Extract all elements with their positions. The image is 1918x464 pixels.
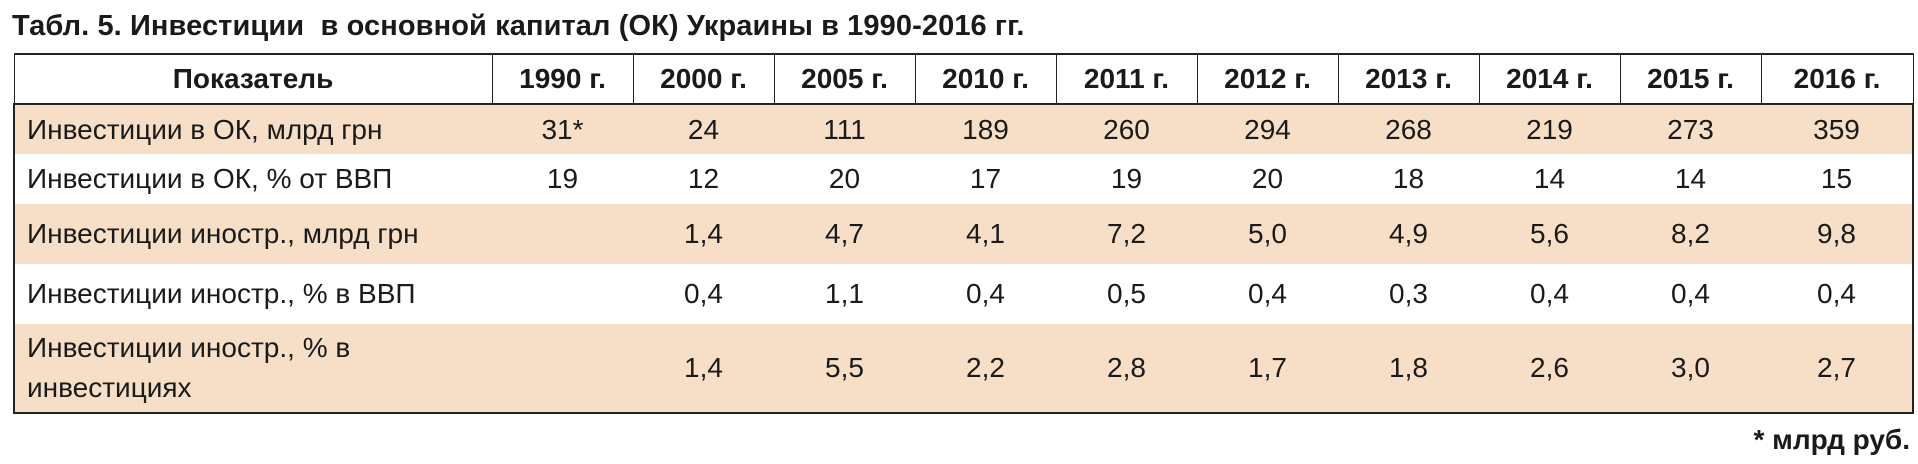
table-cell: 14	[1620, 154, 1761, 204]
header-cell-year: 2013 г.	[1337, 53, 1480, 105]
footnote: * млрд руб.	[1753, 424, 1910, 455]
table-title: Табл. 5. Инвестиции в основной капитал (…	[12, 10, 1025, 42]
table-cell: 260	[1056, 104, 1197, 154]
table-cell: 9,8	[1761, 204, 1914, 264]
table-cell: 20	[1197, 154, 1338, 204]
table-cell: 7,2	[1056, 204, 1197, 264]
row-label: Инвестиции в ОК, млрд грн	[13, 104, 492, 154]
row-label: Инвестиции в ОК, % от ВВП	[13, 154, 492, 204]
table-cell: 5,6	[1479, 204, 1620, 264]
table-cell: 12	[633, 154, 774, 204]
header-cell-year: 2000 г.	[632, 53, 775, 105]
table-row: Инвестиции в ОК, млрд грн 31* 24 111 189…	[13, 104, 1914, 154]
table-row: Инвестиции иностр., млрд грн 1,4 4,7 4,1…	[13, 204, 1914, 264]
table-cell: 4,1	[915, 204, 1056, 264]
table-cell: 0,4	[633, 264, 774, 324]
row-label: Инвестиции иностр., % в ВВП	[13, 264, 492, 324]
table-row: Инвестиции иностр., % в ВВП 0,4 1,1 0,4 …	[13, 264, 1914, 324]
table-cell: 15	[1761, 154, 1914, 204]
table-cell: 273	[1620, 104, 1761, 154]
row-label: Инвестиции иностр., % в инвестициях	[13, 324, 492, 414]
table-cell	[492, 264, 633, 324]
table-cell: 18	[1338, 154, 1479, 204]
table-cell: 2,2	[915, 324, 1056, 414]
table-cell: 189	[915, 104, 1056, 154]
table-cell: 3,0	[1620, 324, 1761, 414]
table-cell: 1,8	[1338, 324, 1479, 414]
table-cell: 2,7	[1761, 324, 1914, 414]
table-cell: 20	[774, 154, 915, 204]
header-cell-year: 1990 г.	[491, 53, 634, 105]
table-row: Инвестиции иностр., % в инвестициях 1,4 …	[13, 324, 1914, 414]
header-row: Показатель 1990 г. 2000 г. 2005 г. 2010 …	[13, 53, 1914, 105]
table-cell: 294	[1197, 104, 1338, 154]
header-cell-year: 2012 г.	[1196, 53, 1339, 105]
table-cell: 1,4	[633, 204, 774, 264]
table-cell: 0,4	[1197, 264, 1338, 324]
table-cell: 268	[1338, 104, 1479, 154]
table-cell: 4,7	[774, 204, 915, 264]
row-label: Инвестиции иностр., млрд грн	[13, 204, 492, 264]
table-cell	[492, 324, 633, 414]
table-cell: 17	[915, 154, 1056, 204]
table-cell: 111	[774, 104, 915, 154]
table-cell: 5,5	[774, 324, 915, 414]
table-cell: 31*	[492, 104, 633, 154]
table-cell: 0,4	[915, 264, 1056, 324]
table-cell: 24	[633, 104, 774, 154]
table-cell: 2,8	[1056, 324, 1197, 414]
table-cell: 219	[1479, 104, 1620, 154]
header-cell-year: 2014 г.	[1478, 53, 1621, 105]
header-cell-year: 2016 г.	[1760, 53, 1914, 105]
table-cell: 19	[492, 154, 633, 204]
table-cell	[492, 204, 633, 264]
table-cell: 0,4	[1479, 264, 1620, 324]
table-row: Инвестиции в ОК, % от ВВП 19 12 20 17 19…	[13, 154, 1914, 204]
header-cell-year: 2011 г.	[1055, 53, 1198, 105]
table-cell: 5,0	[1197, 204, 1338, 264]
table-cell: 0,3	[1338, 264, 1479, 324]
table-cell: 359	[1761, 104, 1914, 154]
header-cell-indicator: Показатель	[13, 53, 493, 105]
table-cell: 19	[1056, 154, 1197, 204]
table-cell: 0,4	[1620, 264, 1761, 324]
table-cell: 2,6	[1479, 324, 1620, 414]
table-cell: 1,1	[774, 264, 915, 324]
table-cell: 0,5	[1056, 264, 1197, 324]
investment-table: Показатель 1990 г. 2000 г. 2005 г. 2010 …	[13, 53, 1914, 414]
header-cell-year: 2005 г.	[773, 53, 916, 105]
table-cell: 8,2	[1620, 204, 1761, 264]
table-cell: 4,9	[1338, 204, 1479, 264]
table-cell: 1,4	[633, 324, 774, 414]
table-cell: 0,4	[1761, 264, 1914, 324]
table-cell: 14	[1479, 154, 1620, 204]
header-cell-year: 2010 г.	[914, 53, 1057, 105]
header-cell-year: 2015 г.	[1619, 53, 1762, 105]
table-cell: 1,7	[1197, 324, 1338, 414]
